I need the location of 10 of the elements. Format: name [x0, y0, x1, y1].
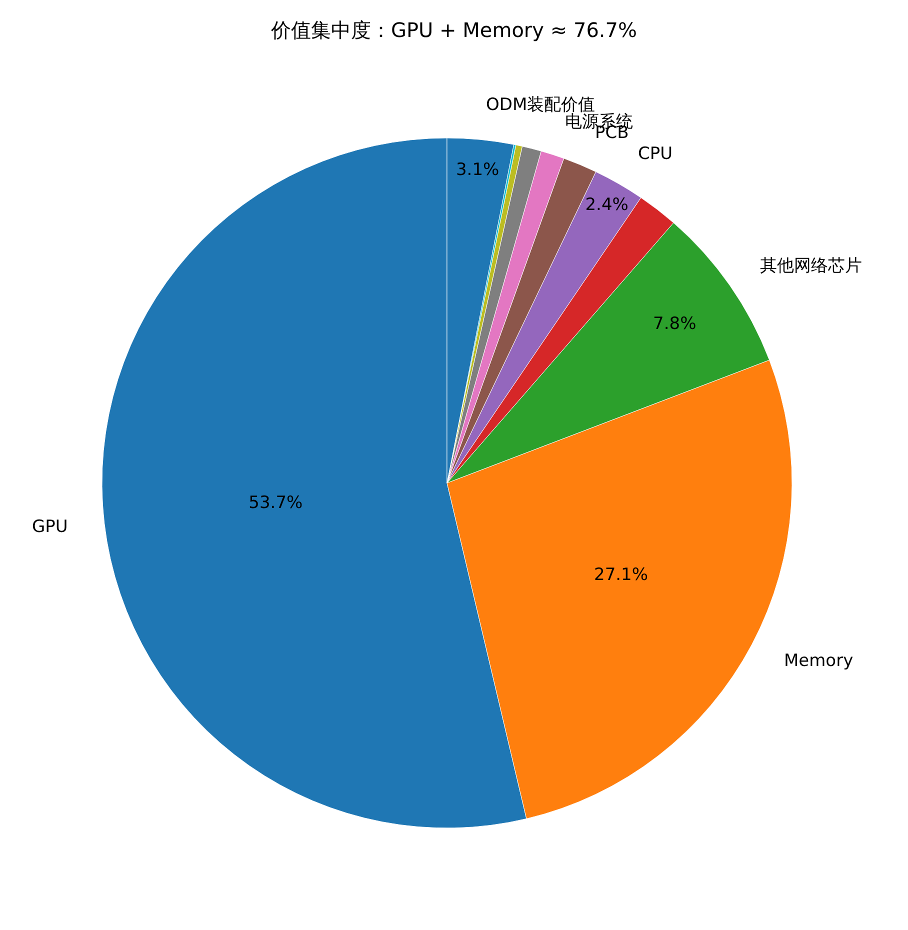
slice-label: CPU — [638, 144, 673, 164]
data-label: 53.7% — [248, 493, 303, 514]
slice-label: 其他网络芯片 — [760, 256, 862, 276]
data-label: 3.1% — [456, 160, 500, 180]
data-label: 27.1% — [594, 565, 648, 586]
slice-label: GPU — [32, 517, 68, 537]
chart-title: 价值集中度：GPU + Memory ≈ 76.7% — [270, 18, 638, 42]
slice-label: Memory — [784, 651, 854, 671]
data-label: 2.4% — [585, 194, 628, 215]
data-label: 7.8% — [653, 314, 696, 334]
